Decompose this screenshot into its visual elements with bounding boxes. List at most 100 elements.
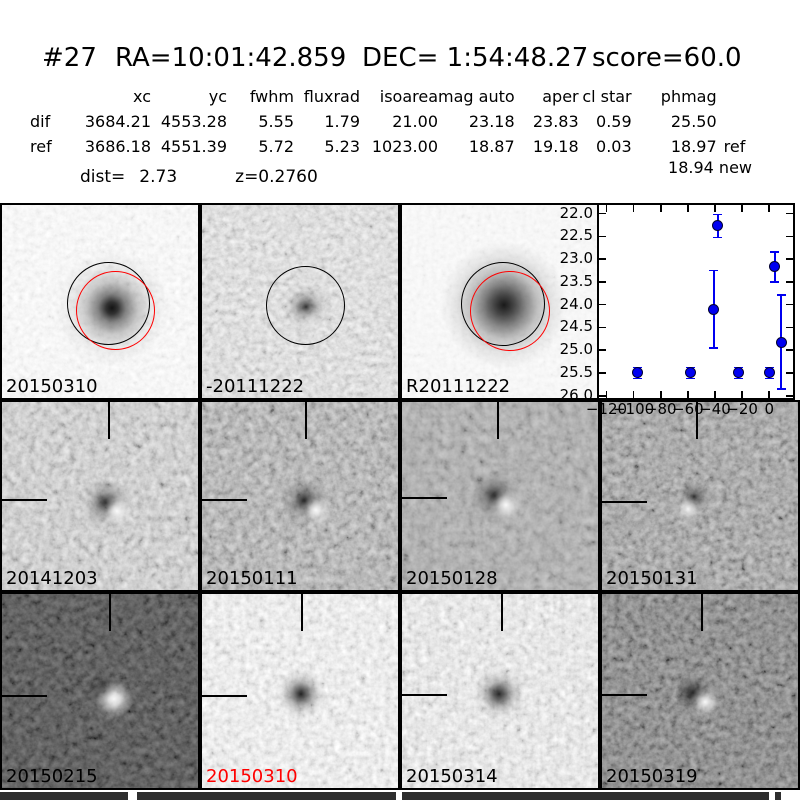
cutout-label: 20150314 bbox=[406, 766, 498, 787]
crosshair-left-tick bbox=[2, 695, 47, 697]
x-tick bbox=[768, 391, 771, 398]
data-point bbox=[763, 367, 775, 379]
source-blob bbox=[2, 402, 198, 590]
cutout-label: 20150319 bbox=[606, 766, 698, 787]
cutout-epoch-20150111: 20150111 bbox=[200, 400, 400, 592]
y-tick bbox=[786, 235, 793, 238]
clipped-next-row bbox=[0, 792, 781, 800]
crosshair-top-tick bbox=[109, 594, 111, 631]
cutout-ref-image: R20111222 bbox=[400, 203, 599, 400]
error-bar-cap bbox=[713, 213, 723, 216]
source-blob bbox=[202, 594, 398, 788]
cutout-epoch-20150215: 20150215 bbox=[0, 592, 200, 790]
y-tick-label: 23.5 bbox=[559, 271, 593, 290]
crosshair-left-tick bbox=[602, 501, 647, 503]
dif-yc: 4553.28 bbox=[160, 112, 227, 131]
y-tick bbox=[786, 281, 793, 283]
x-tick bbox=[741, 205, 743, 212]
y-tick bbox=[599, 303, 606, 306]
col-fwhm: fwhm bbox=[249, 87, 294, 106]
cutout-label: 20150111 bbox=[206, 568, 298, 589]
cutout-label: 20150131 bbox=[606, 568, 698, 589]
redshift-value: z=0.2760 bbox=[235, 167, 318, 187]
crosshair-top-tick bbox=[501, 594, 503, 631]
cutout-label-highlighted: 20150310 bbox=[206, 766, 298, 787]
error-bar-cap bbox=[733, 377, 743, 380]
col-phmag: phmag bbox=[660, 87, 717, 106]
error-bar-cap bbox=[713, 236, 723, 239]
dif-isoarea: 21.00 bbox=[392, 112, 438, 131]
error-bar-cap bbox=[709, 269, 719, 272]
dec-value: DEC= 1:54:48.27 bbox=[362, 43, 589, 73]
ref-isoarea: 1023.00 bbox=[371, 137, 438, 156]
x-tick-label: −40 bbox=[699, 400, 731, 418]
y-tick bbox=[786, 372, 793, 374]
y-tick-label: 24.5 bbox=[559, 317, 593, 336]
source-blob bbox=[202, 402, 398, 590]
col-yc: yc bbox=[208, 87, 227, 106]
dif-fwhm: 5.55 bbox=[258, 112, 294, 131]
y-tick bbox=[786, 394, 793, 397]
new-phmag: 18.94 new bbox=[668, 158, 752, 177]
ref-fwhm: 5.72 bbox=[258, 137, 294, 156]
data-point bbox=[632, 367, 644, 379]
score-value: score=60.0 bbox=[592, 43, 742, 73]
y-tick bbox=[599, 258, 606, 260]
cutout-label: 20141203 bbox=[6, 568, 98, 589]
x-tick bbox=[687, 205, 689, 212]
x-tick bbox=[687, 391, 689, 398]
y-tick-label: 22.5 bbox=[559, 226, 593, 245]
col-isoarea: isoarea bbox=[379, 87, 438, 106]
y-tick bbox=[599, 212, 606, 215]
y-tick-label: 22.0 bbox=[559, 203, 593, 222]
cutout-label: 20150215 bbox=[6, 766, 98, 787]
error-bar-cap bbox=[770, 251, 780, 253]
error-bar-cap bbox=[770, 281, 780, 283]
cutout-epoch-20141203: 20141203 bbox=[0, 400, 200, 592]
dif-phmag-suffix bbox=[717, 109, 777, 134]
x-tick bbox=[714, 205, 716, 212]
cutout-label: R20111222 bbox=[406, 376, 511, 397]
y-tick-label: 24.0 bbox=[559, 294, 593, 313]
source-blob bbox=[602, 402, 798, 590]
cutout-diff-image: -20111222 bbox=[200, 203, 400, 400]
ref-aper: 19.18 bbox=[532, 137, 579, 156]
y-tick bbox=[786, 212, 793, 215]
error-bar-cap bbox=[633, 377, 643, 380]
crosshair-top-tick bbox=[301, 594, 303, 631]
dif-aper: 23.83 bbox=[532, 112, 579, 131]
x-tick bbox=[605, 205, 608, 212]
source-blob bbox=[402, 594, 598, 788]
cutout-epoch-20150319: 20150319 bbox=[600, 592, 800, 790]
dist-value: 2.73 bbox=[139, 167, 178, 187]
x-tick-label: 0 bbox=[764, 400, 775, 418]
page-title: #27 RA=10:01:42.859 DEC= 1:54:48.27 scor… bbox=[0, 43, 800, 73]
cutout-label: 20150310 bbox=[6, 376, 98, 397]
x-tick-label: −120 bbox=[585, 400, 628, 418]
data-point bbox=[775, 336, 787, 348]
table-header-row: xc yc fwhm fluxrad isoarea mag auto aper… bbox=[0, 84, 777, 109]
col-cl-star: cl star bbox=[582, 87, 632, 106]
crosshair-top-tick bbox=[497, 402, 499, 439]
crosshair-left-tick bbox=[602, 694, 647, 696]
cutout-epoch-20150310-discovery: 20150310 bbox=[200, 592, 400, 790]
y-tick bbox=[786, 349, 793, 351]
x-tick bbox=[659, 391, 662, 398]
data-point bbox=[732, 367, 744, 379]
ref-mag-auto: 18.87 bbox=[468, 137, 515, 156]
col-fluxrad: fluxrad bbox=[303, 87, 360, 106]
table-row-dif: dif 3684.21 4553.28 5.55 1.79 21.00 23.1… bbox=[0, 109, 777, 134]
dif-xc: 3684.21 bbox=[84, 112, 151, 131]
dif-phmag: 25.50 bbox=[670, 112, 717, 131]
panel-gap bbox=[128, 792, 137, 800]
measurements-table: xc yc fwhm fluxrad isoarea mag auto aper… bbox=[0, 84, 777, 159]
y-tick-label: 25.5 bbox=[559, 362, 593, 381]
aperture-circle-red bbox=[470, 271, 550, 351]
x-tick bbox=[605, 391, 608, 398]
source-blob bbox=[402, 402, 598, 590]
cutout-epoch-20150314: 20150314 bbox=[400, 592, 600, 790]
error-bar-cap bbox=[776, 294, 786, 296]
x-tick bbox=[659, 205, 662, 212]
lightcurve-plot-area: 22.0 22.5 23.0 23.5 24.0 24.5 25.0 25.5 26.0 −120… bbox=[560, 204, 793, 418]
dif-cl-star: 0.59 bbox=[596, 112, 632, 131]
